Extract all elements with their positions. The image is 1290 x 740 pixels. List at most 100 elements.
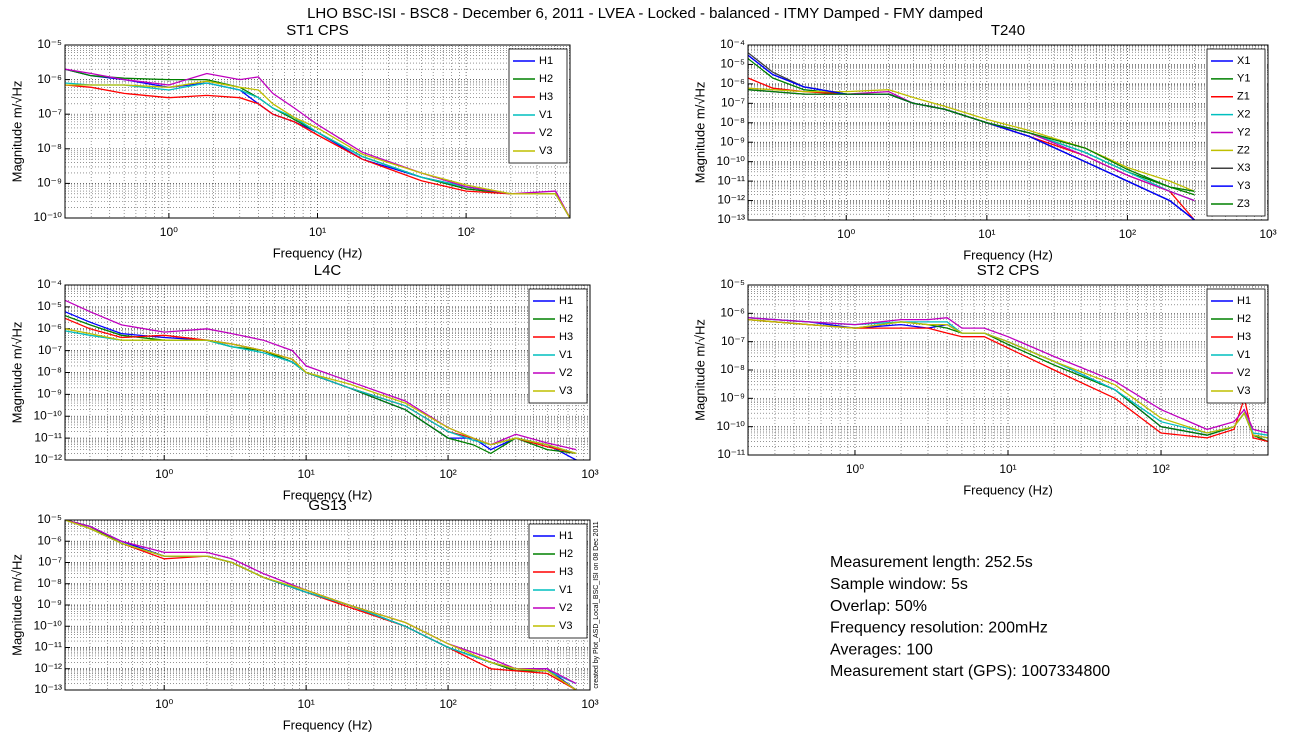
y-axis-label: Magnitude m/√Hz [9, 81, 24, 183]
y-tick-label: 10⁻¹⁰ [717, 419, 746, 433]
legend-label: V1 [559, 584, 572, 596]
legend-label: X3 [1237, 162, 1250, 174]
legend-label: Z2 [1237, 144, 1250, 156]
legend-box [528, 523, 588, 639]
series-group [65, 68, 570, 218]
axes-frame [747, 284, 1269, 456]
y-tick-label: 10⁻⁹ [720, 134, 745, 148]
y-tick-label: 10⁻⁹ [37, 176, 62, 190]
x-axis-label: Frequency (Hz) [283, 717, 373, 732]
y-tick-label: 10⁻¹³ [34, 682, 62, 696]
x-tick-label: 10¹ [978, 227, 995, 241]
x-tick-label: 10¹ [297, 467, 314, 481]
y-tick-label: 10⁻⁵ [37, 37, 62, 51]
legend-label: H3 [1237, 331, 1251, 343]
axes-frame [64, 284, 591, 461]
legend-box [508, 48, 568, 164]
y-tick-label: 10⁻⁵ [720, 57, 745, 71]
y-tick-label: 10⁻¹² [34, 452, 62, 466]
x-tick-label: 10⁰ [837, 227, 855, 241]
y-axis-label: Magnitude m/√Hz [9, 322, 24, 424]
x-tick-label: 10² [439, 697, 456, 711]
legend-label: V3 [559, 385, 572, 397]
legend-label: H2 [559, 548, 573, 560]
series-line [748, 87, 1195, 192]
credit: created by Plot_ASD_Local_BSC_ISI on 08 … [593, 521, 600, 688]
info-line: Sample window: 5s [830, 576, 968, 593]
y-tick-label: 10⁻⁷ [721, 96, 745, 110]
legend-label: H1 [559, 295, 573, 307]
y-tick-label: 10⁻⁴ [37, 277, 62, 291]
subplot: 10⁰ 10¹ 10² 10⁻¹⁰ 10⁻⁹ 10⁻⁸ 10⁻⁷ 10⁻⁶ 10⁻⁵ ST1 CP… [9, 22, 571, 260]
x-tick-label: 10³ [1259, 227, 1276, 241]
series-line [748, 317, 1268, 434]
y-tick-label: 10⁻⁶ [37, 321, 62, 335]
subplot-title: ST2 CPS [977, 262, 1040, 279]
x-tick-label: 10⁰ [160, 225, 178, 239]
legend-label: V2 [559, 367, 572, 379]
subplot: 10⁰ 10¹ 10² 10³ 10⁻¹³ 10⁻¹² 10⁻¹¹ 10⁻¹⁰ 10⁻⁹ 10⁻⁸… [692, 22, 1276, 262]
y-tick-label: 10⁻⁶ [37, 533, 62, 547]
y-tick-label: 10⁻¹¹ [717, 173, 745, 187]
legend-label: H3 [539, 91, 553, 103]
legend-label: H3 [559, 331, 573, 343]
x-tick-label: 10² [457, 225, 474, 239]
y-tick-label: 10⁻¹² [717, 193, 745, 207]
y-axis-label: Magnitude m/√Hz [9, 554, 24, 656]
y-axis-label: Magnitude m/√Hz [692, 82, 707, 184]
y-tick-label: 10⁻⁶ [720, 306, 745, 320]
series-line [65, 328, 577, 455]
series-line [65, 68, 570, 218]
x-axis-label: Frequency (Hz) [273, 245, 363, 260]
axes-frame [747, 44, 1269, 221]
x-tick-label: 10⁰ [155, 467, 173, 481]
legend-box [528, 288, 588, 404]
y-tick-label: 10⁻¹² [34, 661, 62, 675]
axes-frame [64, 519, 591, 691]
y-tick-label: 10⁻⁵ [720, 277, 745, 291]
x-tick-label: 10² [1119, 227, 1136, 241]
legend-label: H2 [559, 313, 573, 325]
figure-title: LHO BSC-ISI - BSC8 - December 6, 2011 - … [307, 5, 983, 22]
y-tick-label: 10⁻¹⁰ [717, 154, 746, 168]
series-line [748, 89, 1195, 192]
series-line [65, 80, 570, 218]
info-line: Overlap: 50% [830, 598, 927, 615]
y-tick-label: 10⁻⁸ [37, 141, 62, 155]
x-tick-label: 10¹ [297, 697, 314, 711]
x-tick-label: 10² [1152, 462, 1169, 476]
legend-label: V1 [539, 109, 552, 121]
y-tick-label: 10⁻¹¹ [34, 640, 62, 654]
y-tick-label: 10⁻⁸ [37, 365, 62, 379]
legend-label: H1 [559, 530, 573, 542]
y-tick-label: 10⁻⁹ [720, 391, 745, 405]
series-line [65, 68, 570, 218]
legend-label: H1 [539, 55, 553, 67]
y-tick-label: 10⁻⁷ [38, 555, 62, 569]
y-axis-label: Magnitude m/√Hz [692, 319, 707, 421]
subplot: 10⁰ 10¹ 10² 10³ 10⁻¹² 10⁻¹¹ 10⁻¹⁰ 10⁻⁹ 10⁻⁸ 10⁻⁷ 1… [9, 262, 598, 502]
legend-label: Y3 [1237, 180, 1250, 192]
info-line: Frequency resolution: 200mHz [830, 620, 1048, 637]
legend-label: Y2 [1237, 126, 1250, 138]
series-group [65, 520, 577, 690]
legend-label: H2 [1237, 313, 1251, 325]
x-tick-label: 10¹ [309, 225, 326, 239]
y-tick-label: 10⁻⁵ [37, 299, 62, 313]
y-tick-label: 10⁻⁴ [720, 37, 745, 51]
legend-box [1206, 288, 1266, 404]
y-tick-label: 10⁻⁸ [37, 576, 62, 590]
x-axis-label: Frequency (Hz) [963, 482, 1053, 497]
y-tick-label: 10⁻⁶ [37, 72, 62, 86]
legend-label: V1 [1237, 349, 1250, 361]
legend-label: V3 [539, 145, 552, 157]
legend-label: X1 [1237, 55, 1250, 67]
info-line: Measurement length: 252.5s [830, 554, 1033, 571]
legend-label: H1 [1237, 295, 1251, 307]
y-tick-label: 10⁻⁵ [37, 512, 62, 526]
x-tick-label: 10³ [581, 467, 598, 481]
subplot-title: ST1 CPS [286, 22, 349, 39]
x-tick-label: 10⁰ [846, 462, 864, 476]
y-tick-label: 10⁻⁸ [720, 115, 745, 129]
